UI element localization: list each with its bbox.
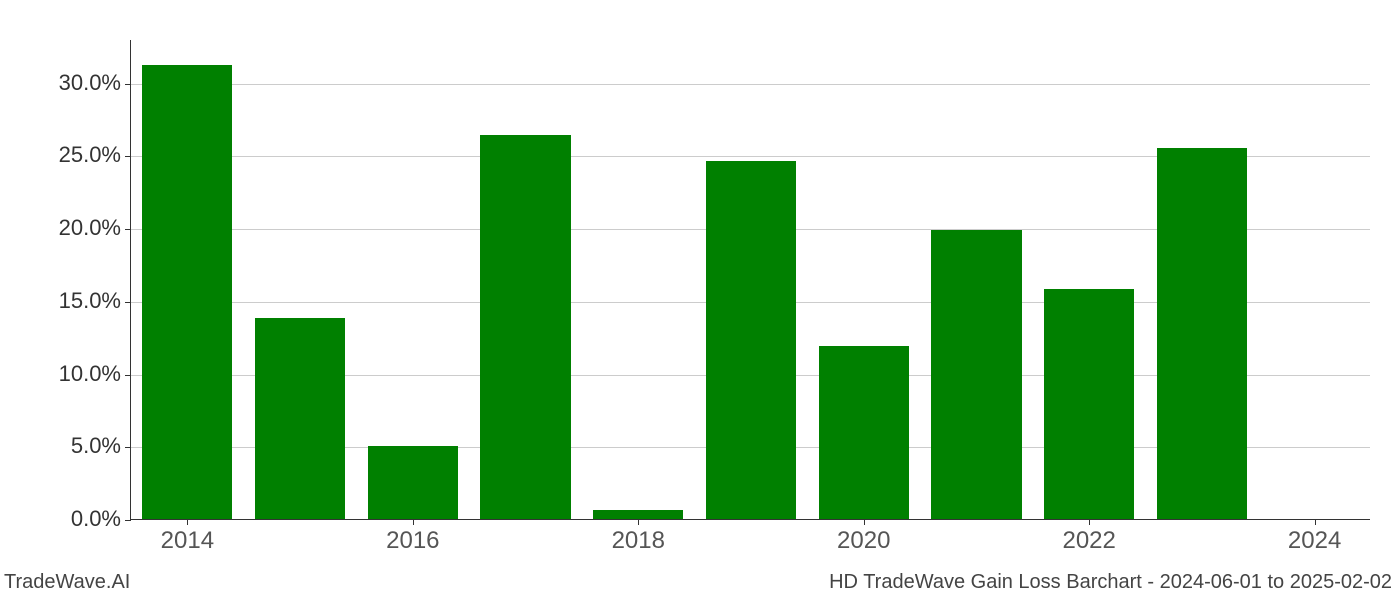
y-tick-mark: [125, 520, 131, 521]
bar-2021: [931, 230, 1021, 519]
x-tick-label: 2016: [386, 519, 439, 555]
gain-loss-barchart: 0.0% 5.0% 10.0% 15.0% 20.0% 25.0% 30.0% 2014 201…: [0, 0, 1400, 600]
x-tick-label: 2024: [1288, 519, 1341, 555]
y-tick-mark: [125, 447, 131, 448]
y-tick-label: 15.0%: [59, 288, 131, 314]
x-tick-label: 2020: [837, 519, 890, 555]
y-tick-label: 0.0%: [71, 506, 131, 532]
bar-2017: [480, 135, 570, 519]
y-tick-label: 5.0%: [71, 433, 131, 459]
bar-2015: [255, 318, 345, 519]
bar-2019: [706, 161, 796, 519]
x-tick-label: 2022: [1062, 519, 1115, 555]
bar-2014: [142, 65, 232, 519]
y-tick-label: 20.0%: [59, 215, 131, 241]
y-tick-label: 10.0%: [59, 361, 131, 387]
chart-caption: HD TradeWave Gain Loss Barchart - 2024-0…: [829, 571, 1392, 594]
y-tick-label: 25.0%: [59, 142, 131, 168]
y-tick-mark: [125, 375, 131, 376]
bar-2018: [593, 510, 683, 519]
y-tick-mark: [125, 229, 131, 230]
watermark-brand: TradeWave.AI: [4, 571, 130, 594]
bar-2022: [1044, 289, 1134, 519]
y-tick-mark: [125, 156, 131, 157]
y-tick-mark: [125, 84, 131, 85]
bar-2020: [819, 346, 909, 519]
x-tick-label: 2014: [161, 519, 214, 555]
x-tick-label: 2018: [612, 519, 665, 555]
gridline: [131, 84, 1370, 85]
bar-2016: [368, 446, 458, 519]
y-tick-mark: [125, 302, 131, 303]
y-tick-label: 30.0%: [59, 70, 131, 96]
bar-2023: [1157, 148, 1247, 519]
plot-area: 0.0%5.0%10.0%15.0%20.0%25.0%30.0%2014201…: [130, 40, 1370, 520]
